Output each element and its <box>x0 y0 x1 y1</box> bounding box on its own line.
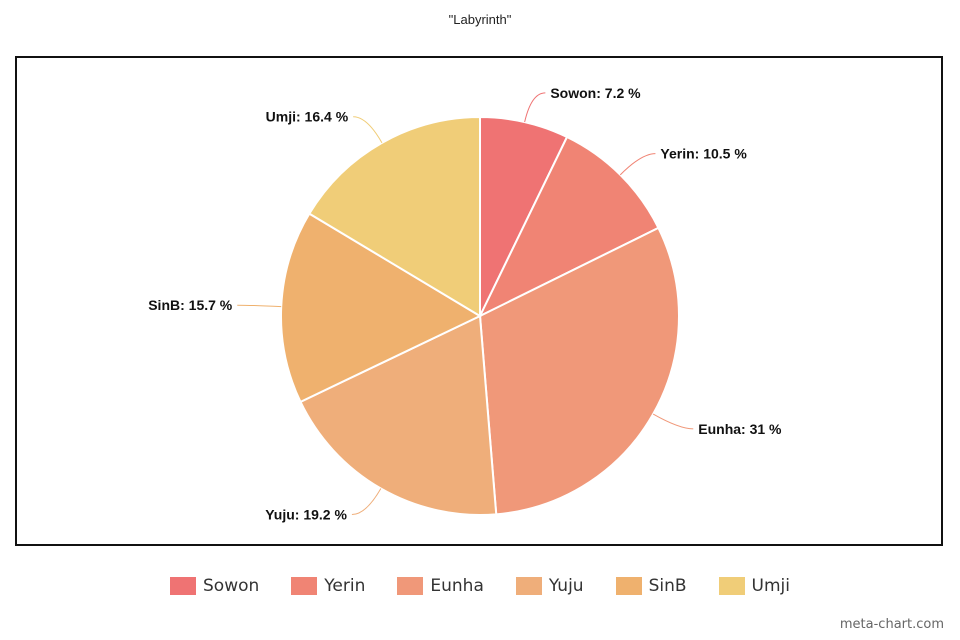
pie-slice-eunha[interactable] <box>478 226 680 516</box>
legend-swatch <box>397 577 424 595</box>
legend-swatch <box>718 577 745 595</box>
legend-label: Yerin <box>324 576 366 596</box>
legend-swatch <box>515 577 542 595</box>
data-label-eunha: Eunha: 31 % <box>698 421 782 437</box>
chart-title: "Labyrinth" <box>448 12 512 27</box>
legend-label: Yuju <box>548 576 584 596</box>
data-label-sowon: Sowon: 7.2 % <box>550 85 641 101</box>
legend-item-sowon[interactable]: Sowon <box>170 576 259 596</box>
pie-slice-yuju[interactable] <box>299 314 498 516</box>
legend-item-yuju[interactable]: Yuju <box>515 576 584 596</box>
legend-swatch <box>170 577 197 595</box>
leader-line-yuju <box>351 488 382 516</box>
watermark: meta-chart.com <box>839 617 944 632</box>
leader-line-umji <box>353 116 383 144</box>
pie-slice-sinb[interactable] <box>280 212 483 404</box>
leader-line-sinb <box>237 304 282 308</box>
plot-frame <box>15 56 943 546</box>
pie-slice-umji[interactable] <box>307 115 481 318</box>
leader-line-sowon <box>524 92 546 123</box>
legend: Sowon Yerin Eunha Yuju SinB Umji <box>0 576 960 596</box>
legend-swatch <box>615 577 642 595</box>
legend-item-yerin[interactable]: Yerin <box>291 576 365 596</box>
legend-item-umji[interactable]: Umji <box>718 576 790 596</box>
legend-item-sinb[interactable]: SinB <box>615 576 687 596</box>
data-label-yerin: Yerin: 10.5 % <box>660 146 747 162</box>
leader-line-eunha <box>652 413 694 430</box>
legend-swatch <box>291 577 318 595</box>
legend-label: SinB <box>648 576 687 596</box>
legend-label: Sowon <box>203 576 260 596</box>
legend-label: Umji <box>751 576 790 596</box>
data-label-umji: Umji: 16.4 % <box>266 109 349 125</box>
pie-chart: Sowon: 7.2 % Yerin: 10.5 % Eunha: 31 % Yuju… <box>148 85 782 523</box>
legend-label: Eunha <box>430 576 484 596</box>
legend-item-eunha[interactable]: Eunha <box>397 576 484 596</box>
data-label-yuju: Yuju: 19.2 % <box>265 507 347 523</box>
leader-line-yerin <box>619 153 656 176</box>
data-label-sinb: SinB: 15.7 % <box>148 297 233 313</box>
